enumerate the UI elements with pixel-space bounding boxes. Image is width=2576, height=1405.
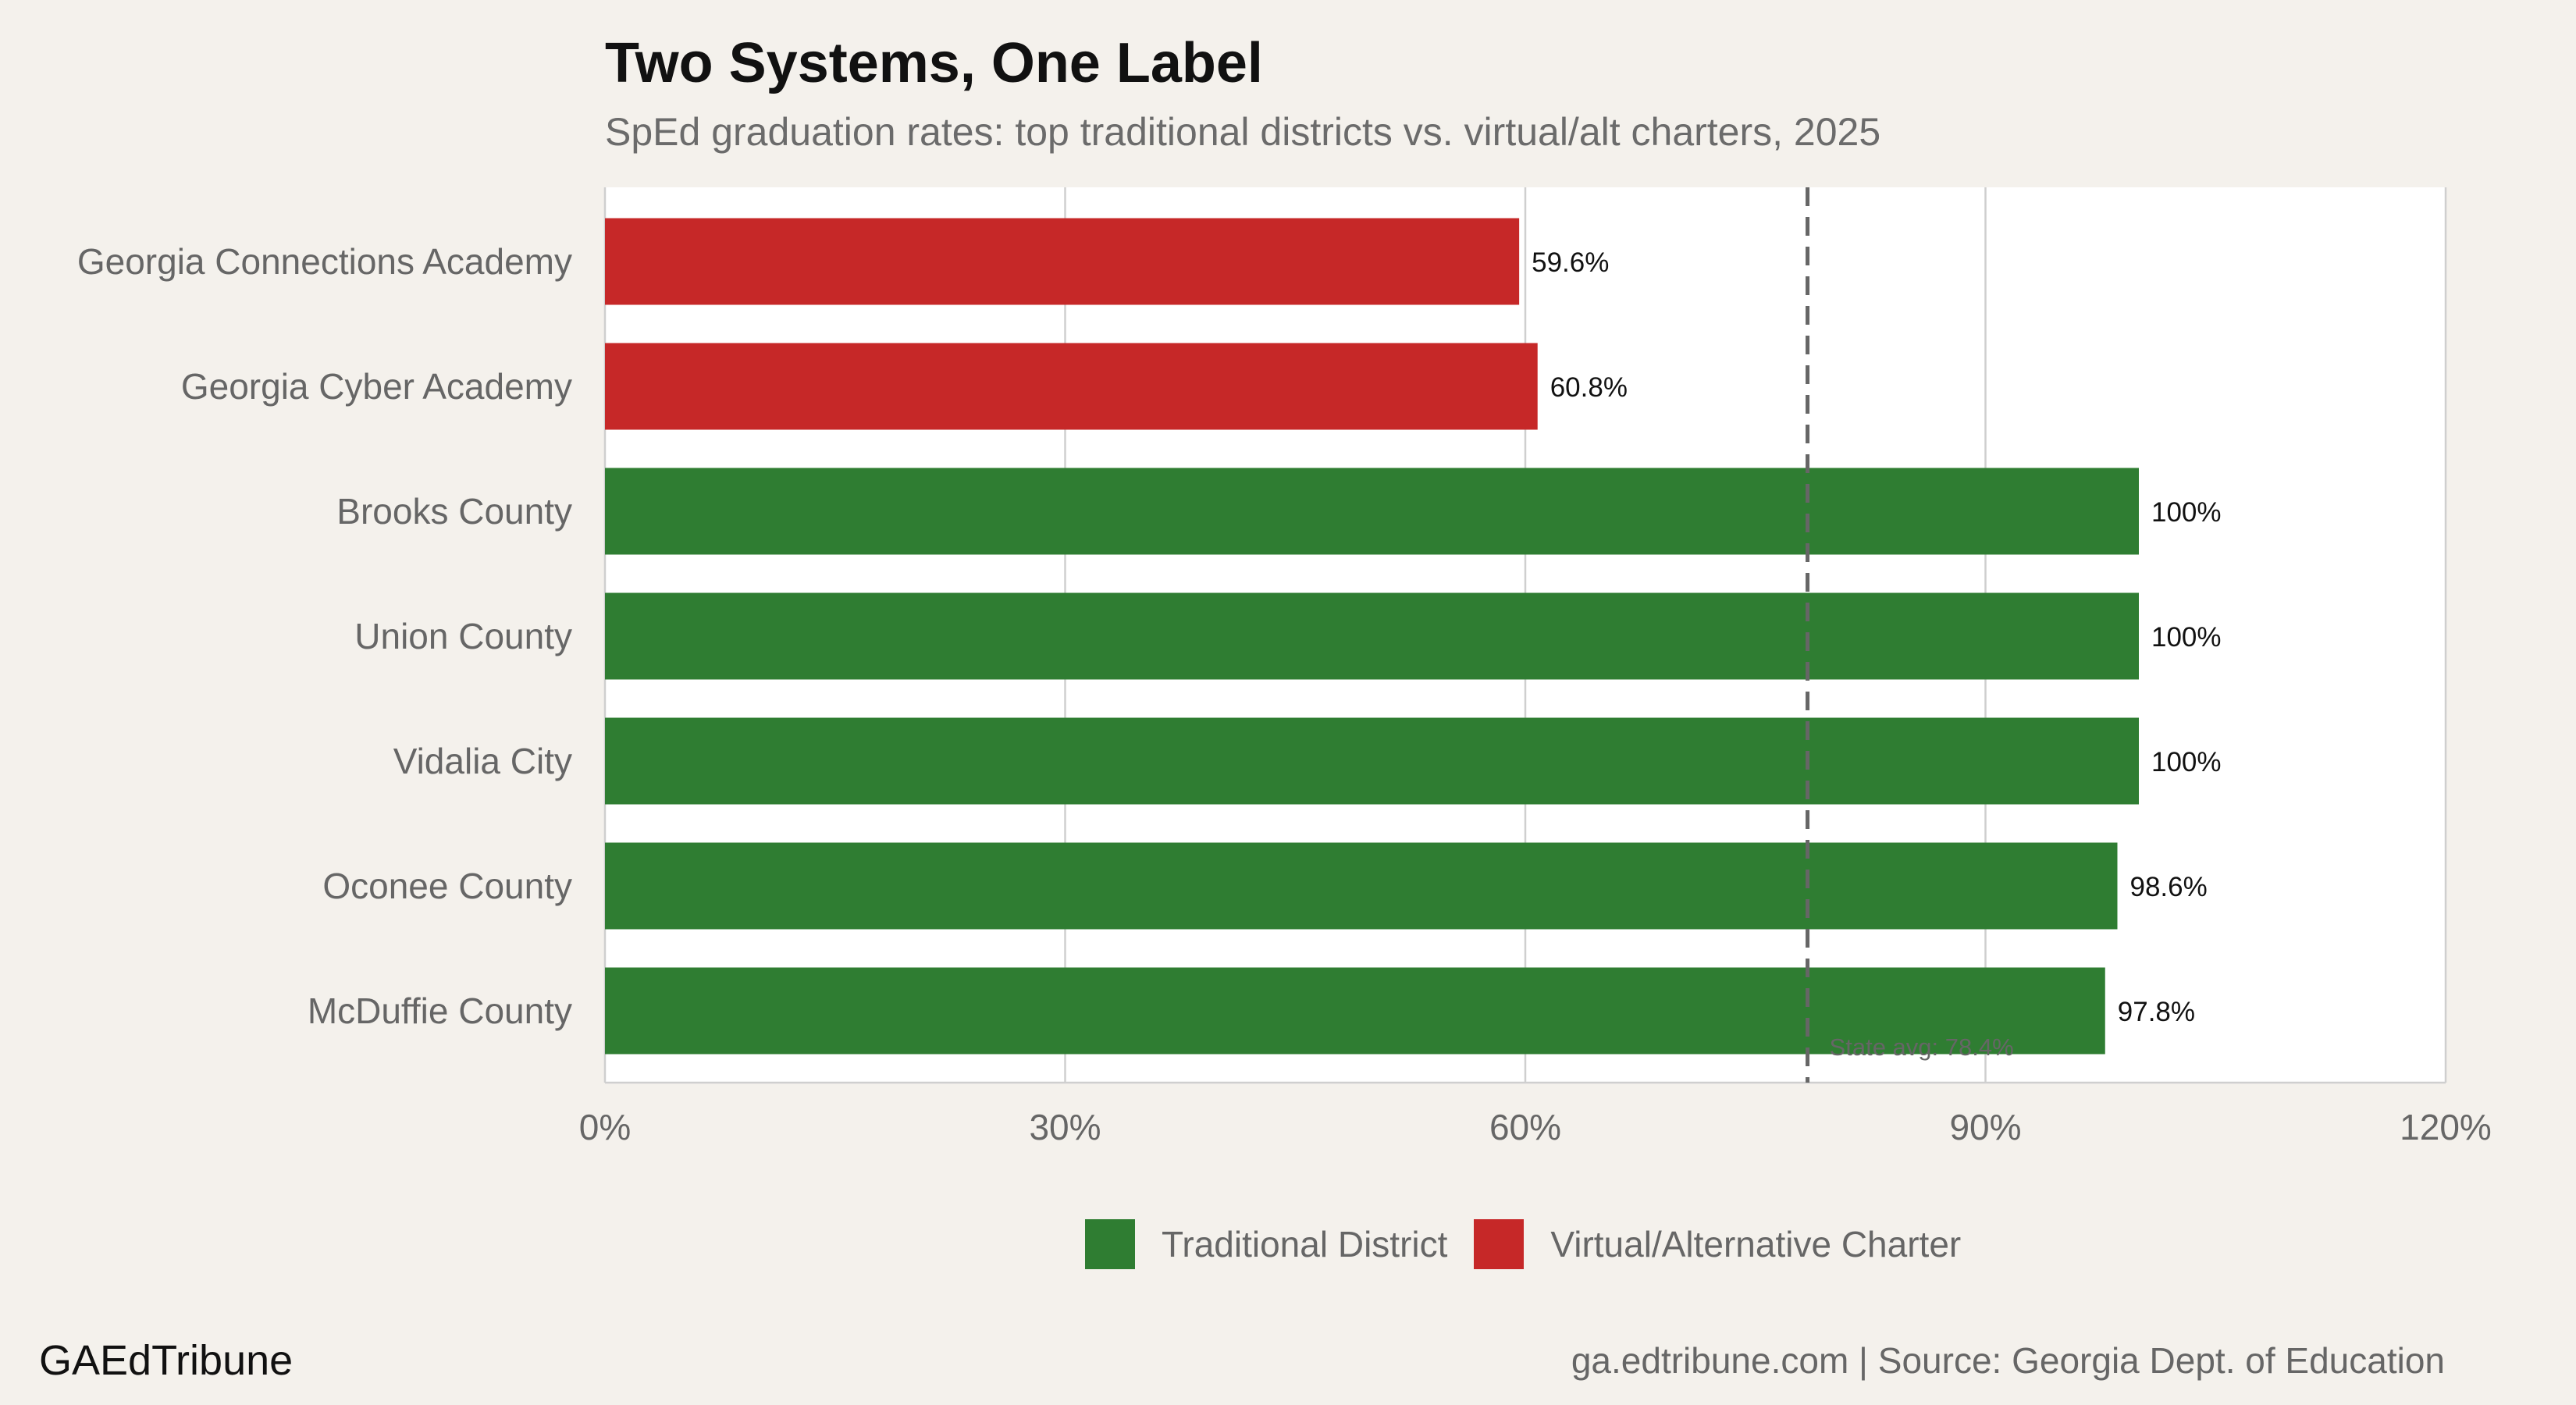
bar-0	[605, 218, 1520, 305]
legend-label-traditional: Traditional District	[1162, 1224, 1448, 1264]
y-tick-label-4: Vidalia City	[393, 741, 572, 781]
value-label-2: 100%	[2151, 497, 2222, 528]
brand-logo-text: GAEdTribune	[39, 1337, 294, 1384]
bar-1	[605, 343, 1538, 430]
bar-2	[605, 468, 2139, 555]
value-label-6: 97.8%	[2118, 997, 2195, 1027]
legend-label-virtual: Virtual/Alternative Charter	[1550, 1224, 1962, 1264]
state-average-label: State avg: 78.4%	[1830, 1033, 2014, 1061]
source-credit: ga.edtribune.com | Source: Georgia Dept.…	[1571, 1340, 2445, 1381]
y-tick-label-0: Georgia Connections Academy	[77, 241, 572, 282]
value-label-0: 59.6%	[1532, 247, 1609, 278]
bar-4	[605, 717, 2139, 805]
x-tick-label-2: 60%	[1489, 1107, 1561, 1147]
legend-item-traditional: Traditional District	[1085, 1219, 1447, 1269]
x-tick-label-1: 30%	[1029, 1107, 1101, 1147]
value-label-5: 98.6%	[2129, 872, 2207, 902]
legend-swatch-virtual	[1474, 1219, 1525, 1269]
value-label-3: 100%	[2151, 622, 2222, 653]
bar-3	[605, 592, 2139, 680]
y-tick-label-6: McDuffie County	[308, 991, 572, 1031]
y-tick-label-1: Georgia Cyber Academy	[181, 366, 572, 407]
x-tick-label-4: 120%	[2400, 1107, 2492, 1147]
bar-5	[605, 842, 2118, 930]
chart-subtitle: SpEd graduation rates: top traditional d…	[605, 110, 1881, 154]
legend-item-virtual: Virtual/Alternative Charter	[1474, 1219, 1961, 1269]
chart-legend: Traditional District Virtual/Alternative…	[1085, 1219, 1987, 1269]
y-tick-label-2: Brooks County	[336, 491, 572, 532]
value-label-1: 60.8%	[1550, 372, 1628, 403]
x-tick-label-3: 90%	[1949, 1107, 2021, 1147]
chart-title: Two Systems, One Label	[605, 32, 1263, 94]
x-tick-label-0: 0%	[579, 1107, 631, 1147]
bar-6	[605, 967, 2105, 1055]
y-tick-label-3: Union County	[354, 616, 572, 656]
value-label-4: 100%	[2151, 747, 2222, 777]
y-tick-label-5: Oconee County	[322, 866, 572, 906]
legend-swatch-traditional	[1085, 1219, 1135, 1269]
